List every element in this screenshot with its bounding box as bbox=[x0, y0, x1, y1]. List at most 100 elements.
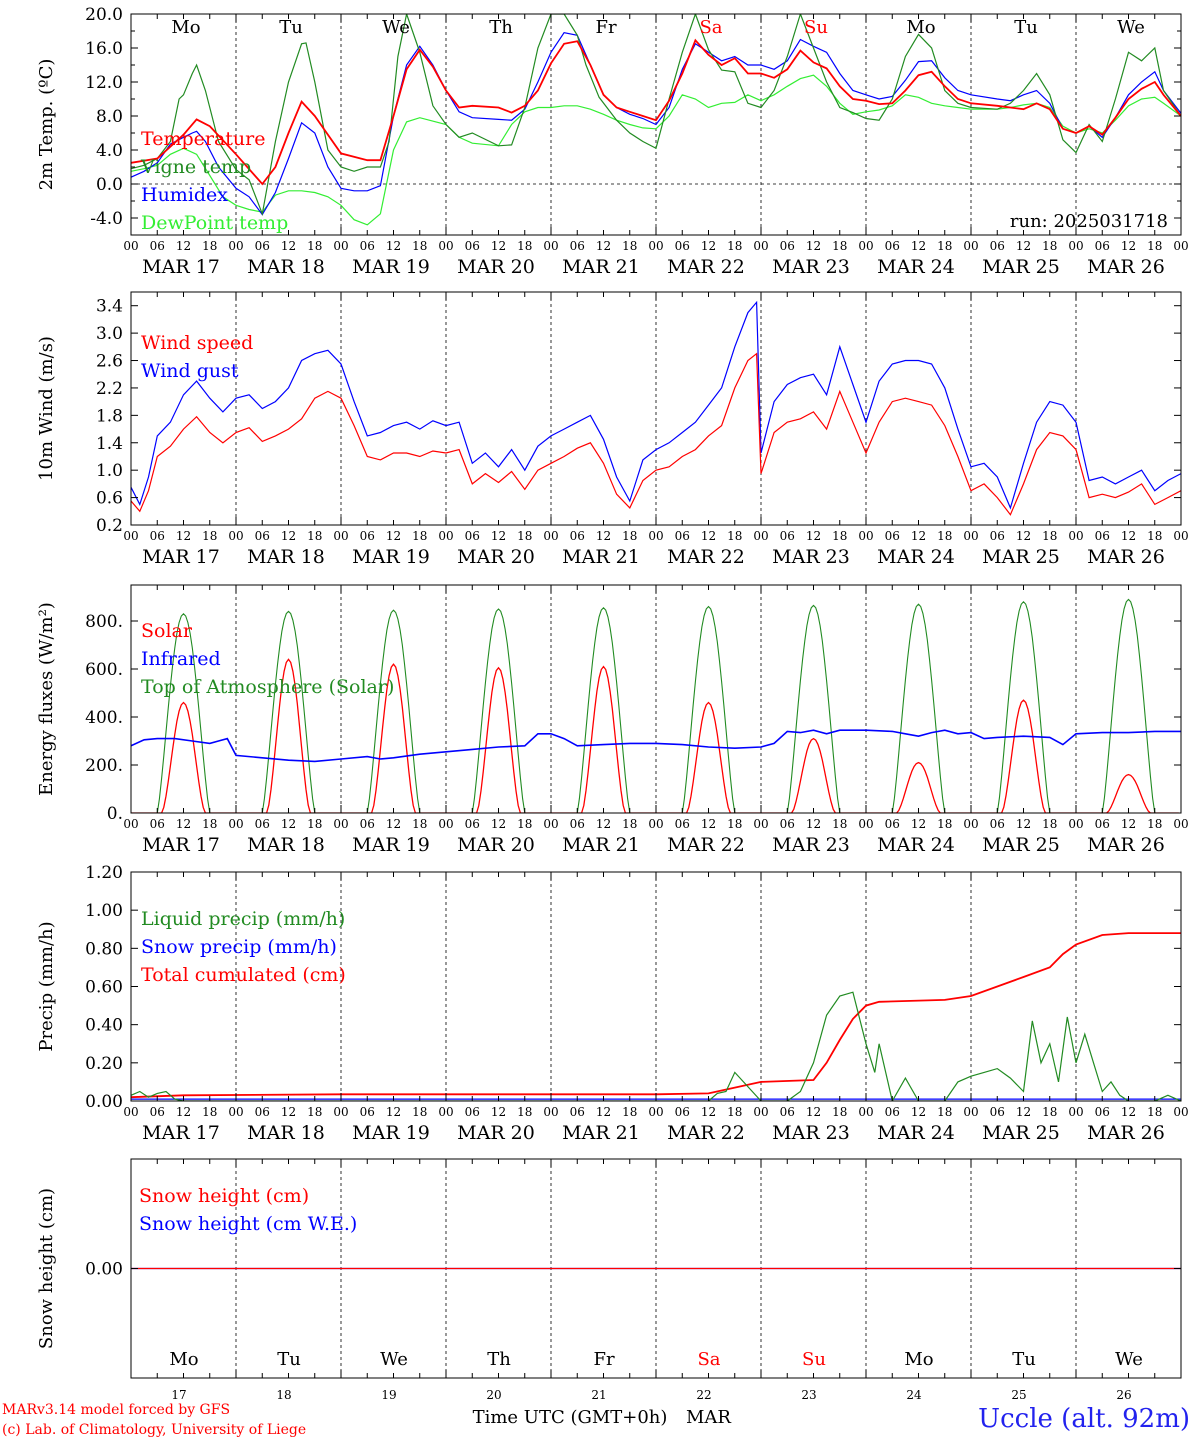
hour-tick-label: 00 bbox=[228, 1105, 243, 1119]
hour-tick-label: 00 bbox=[753, 1105, 768, 1119]
hour-tick-label: 00 bbox=[333, 1105, 348, 1119]
date-label: MAR 21 bbox=[562, 1122, 640, 1144]
credit-line-1: MARv3.14 model forced by GFS bbox=[2, 1402, 230, 1418]
hour-tick-label: 00 bbox=[753, 817, 768, 831]
y-axis-title: Precip (mm/h) bbox=[36, 921, 57, 1051]
hour-tick-label: 12 bbox=[596, 817, 611, 831]
data-layer bbox=[131, 14, 1181, 1270]
date-label: MAR 24 bbox=[877, 1122, 955, 1144]
hour-tick-label: 06 bbox=[675, 817, 690, 831]
hour-tick-label: 06 bbox=[675, 239, 690, 253]
hour-tick-label: 12 bbox=[1016, 1105, 1031, 1119]
hour-tick-label: 12 bbox=[701, 529, 716, 543]
hour-tick-label: 06 bbox=[465, 817, 480, 831]
hour-tick-label: 00 bbox=[123, 529, 138, 543]
date-label: MAR 22 bbox=[667, 834, 745, 856]
hour-tick-label: 12 bbox=[176, 529, 191, 543]
y-tick-label: 0.00 bbox=[85, 1260, 123, 1280]
hour-tick-label: 18 bbox=[307, 1105, 322, 1119]
day-number-label: 26 bbox=[1116, 1388, 1131, 1402]
day-of-week-label: Th bbox=[489, 17, 513, 38]
hour-tick-label: 00 bbox=[1068, 1105, 1083, 1119]
hour-tick-label: 18 bbox=[202, 1105, 217, 1119]
y-tick-label: 3.4 bbox=[96, 297, 123, 317]
hour-tick-label: 18 bbox=[1147, 529, 1162, 543]
hour-tick-label: 00 bbox=[228, 817, 243, 831]
hour-tick-label: 12 bbox=[1121, 1105, 1136, 1119]
hour-tick-label: 00 bbox=[438, 239, 453, 253]
hour-tick-label: 00 bbox=[1173, 817, 1188, 831]
hour-tick-label: 06 bbox=[885, 1105, 900, 1119]
day-number-label: 19 bbox=[381, 1388, 396, 1402]
hour-tick-label: 00 bbox=[228, 239, 243, 253]
date-label: MAR 26 bbox=[1087, 834, 1165, 856]
day-of-week-label: Th bbox=[487, 1349, 511, 1370]
hour-tick-label: 06 bbox=[465, 529, 480, 543]
y-tick-label: 1.00 bbox=[85, 901, 123, 921]
hour-tick-label: 06 bbox=[150, 1105, 165, 1119]
hour-tick-label: 18 bbox=[412, 239, 427, 253]
hour-tick-label: 18 bbox=[517, 529, 532, 543]
hour-tick-label: 00 bbox=[648, 817, 663, 831]
hour-tick-label: 12 bbox=[176, 239, 191, 253]
hour-tick-label: 00 bbox=[858, 529, 873, 543]
hour-tick-label: 06 bbox=[570, 817, 585, 831]
hour-tick-label: 00 bbox=[963, 1105, 978, 1119]
day-number-label: 18 bbox=[276, 1388, 291, 1402]
text-layer: run: 2025031718 Time UTC (GMT+0h) MAR MA… bbox=[2, 5, 1190, 1438]
hour-tick-label: 12 bbox=[596, 239, 611, 253]
hour-tick-label: 18 bbox=[832, 817, 847, 831]
hour-tick-label: 18 bbox=[727, 239, 742, 253]
hour-tick-label: 06 bbox=[570, 1105, 585, 1119]
y-axis-title: Snow height (cm) bbox=[36, 1188, 57, 1349]
hour-tick-label: 18 bbox=[202, 529, 217, 543]
hour-tick-label: 18 bbox=[307, 239, 322, 253]
y-tick-label: 400. bbox=[85, 708, 123, 728]
hour-tick-label: 18 bbox=[1042, 529, 1057, 543]
day-of-week-label: Mo bbox=[171, 17, 200, 38]
hour-tick-label: 12 bbox=[911, 529, 926, 543]
legend-entry: Temperature bbox=[141, 128, 265, 150]
hour-tick-label: 18 bbox=[517, 817, 532, 831]
hour-tick-label: 06 bbox=[1095, 817, 1110, 831]
date-label: MAR 25 bbox=[982, 1122, 1060, 1144]
hour-tick-label: 12 bbox=[386, 529, 401, 543]
hour-tick-label: 06 bbox=[150, 239, 165, 253]
grid-layer bbox=[131, 14, 1181, 1378]
series-line-total-cumulated-cm- bbox=[131, 932, 1181, 1099]
hour-tick-label: 00 bbox=[858, 817, 873, 831]
hour-tick-label: 18 bbox=[202, 239, 217, 253]
hour-tick-label: 12 bbox=[701, 817, 716, 831]
date-label: MAR 24 bbox=[877, 256, 955, 278]
hour-tick-label: 00 bbox=[333, 239, 348, 253]
date-label: MAR 20 bbox=[457, 1122, 535, 1144]
y-tick-label: 20.0 bbox=[85, 5, 123, 25]
date-label: MAR 20 bbox=[457, 546, 535, 568]
hour-tick-label: 00 bbox=[1173, 1105, 1188, 1119]
legend-entry: Vigne temp bbox=[140, 156, 251, 178]
y-tick-label: 12.0 bbox=[85, 73, 123, 93]
hour-tick-label: 00 bbox=[438, 1105, 453, 1119]
date-label: MAR 20 bbox=[457, 834, 535, 856]
y-axis-title: Energy fluxes (W/m²) bbox=[36, 602, 57, 796]
day-of-week-label: Mo bbox=[169, 1349, 198, 1370]
day-of-week-label: Mo bbox=[904, 1349, 933, 1370]
hour-tick-label: 18 bbox=[832, 239, 847, 253]
date-label: MAR 21 bbox=[562, 834, 640, 856]
hour-tick-label: 18 bbox=[517, 1105, 532, 1119]
day-of-week-label: We bbox=[380, 1349, 408, 1370]
series-line-wind-gust bbox=[131, 300, 1181, 510]
legend-entry: Snow height (cm W.E.) bbox=[139, 1213, 357, 1235]
hour-tick-label: 12 bbox=[281, 239, 296, 253]
hour-tick-label: 06 bbox=[150, 817, 165, 831]
date-label: MAR 18 bbox=[247, 256, 325, 278]
y-tick-label: 1.0 bbox=[96, 461, 123, 481]
series-group bbox=[131, 598, 1181, 813]
hour-tick-label: 06 bbox=[360, 529, 375, 543]
date-label: MAR 22 bbox=[667, 256, 745, 278]
date-label: MAR 23 bbox=[772, 834, 850, 856]
hour-tick-label: 00 bbox=[543, 817, 558, 831]
hour-tick-label: 18 bbox=[622, 817, 637, 831]
hour-tick-label: 12 bbox=[491, 817, 506, 831]
